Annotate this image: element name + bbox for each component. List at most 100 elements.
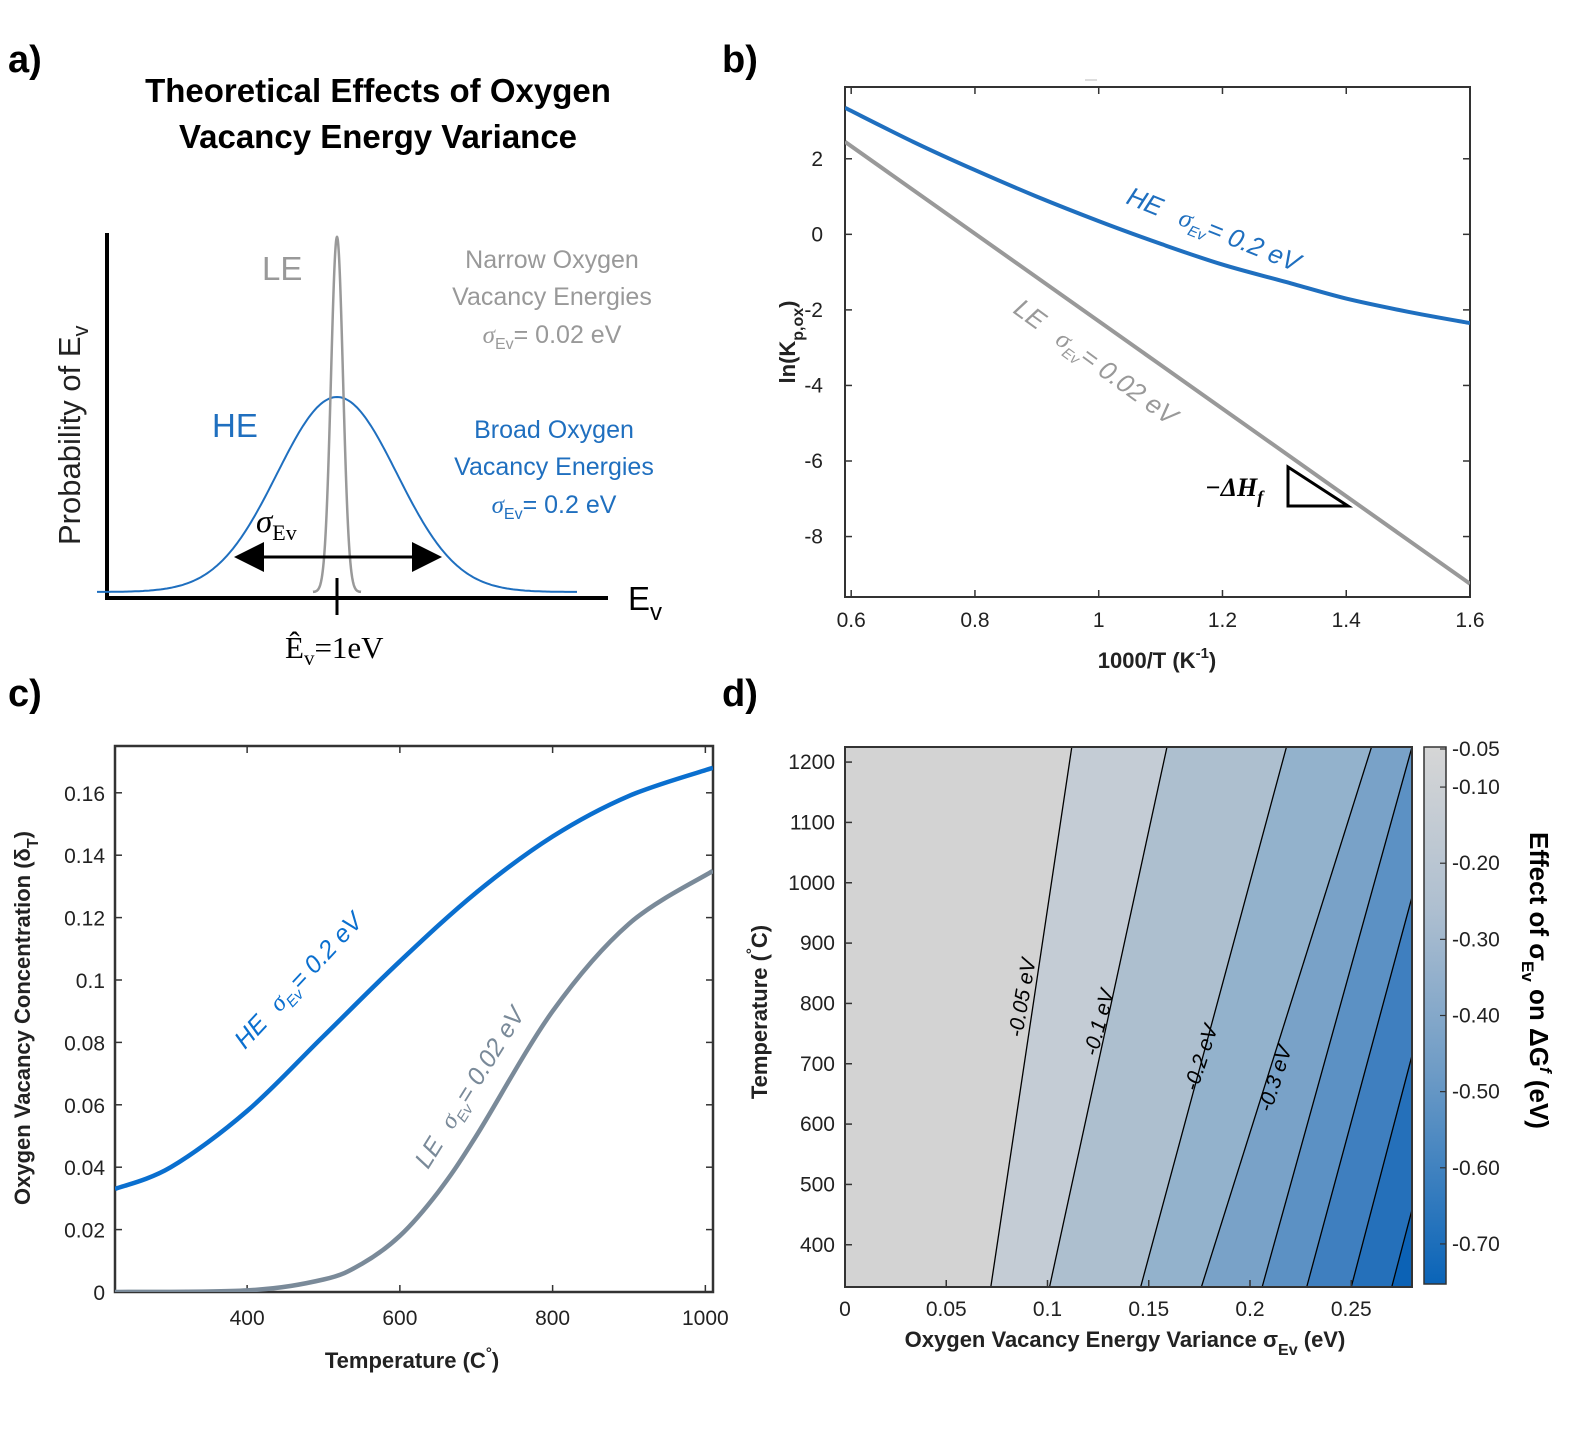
panel-c-xtick-label: 600 <box>382 1307 417 1330</box>
panel-d-colorbar-tick-label: -0.05 <box>1452 738 1500 761</box>
panel-b: b) 0.6 0.8 1 1.2 1.4 1.620-2-4-6-8 HE σEv= 0.2… <box>722 39 1485 673</box>
panel-c-plot-area <box>113 744 715 1294</box>
panel-c-ytick-label: 0 <box>93 1282 105 1305</box>
panel-b-he-line <box>845 106 1470 326</box>
panel-d-contour-line <box>1261 747 1412 1287</box>
panel-d-colorbar-tick-label: -0.30 <box>1452 928 1500 951</box>
panel-d-ylabel: Temperature (°C) <box>744 925 772 1099</box>
panel-b-dh-label: −ΔHf <box>1205 473 1265 507</box>
panel-c-ticks: 400 600 800 1000 0 0.02 0.04 0.06 0.08 0.1 0.12 0.1… <box>64 746 729 1330</box>
panel-c-ytick-label: 0.08 <box>64 1032 105 1055</box>
panel-d-colorbar-tick-label: -0.70 <box>1452 1233 1500 1256</box>
panel-d-ytick-label: 500 <box>800 1173 835 1196</box>
panel-d: d) 0 0.05 0.1 0.15 0.2 0.25 400 500 600 700 800 900… <box>722 673 1555 1359</box>
panel-a-le-curve <box>312 235 362 594</box>
panel-b-xtick-label: 0.8 <box>960 609 989 632</box>
panel-b-xlabel: 1000/T (K-1) <box>1098 645 1217 673</box>
panel-c-he-line <box>115 765 713 1192</box>
panel-c-xtick-label: 800 <box>535 1307 570 1330</box>
panel-b-ytick-label: -8 <box>804 526 823 549</box>
panel-c-xlabel: Temperature (C°) <box>325 1345 499 1373</box>
panel-a-ylabel: Probability of Ev <box>52 326 93 546</box>
panel-d-ytick-label: 600 <box>800 1113 835 1136</box>
panel-d-xtick-label: 0.15 <box>1128 1298 1169 1321</box>
panel-d-contour-line <box>1200 747 1373 1287</box>
panel-d-xlabel: Oxygen Vacancy Energy Variance σEv (eV) <box>905 1327 1346 1359</box>
panel-c-ytick-label: 0.06 <box>64 1095 105 1118</box>
panel-d-contour-line <box>1048 747 1168 1287</box>
panel-a-narrow-line1: Narrow Oxygen <box>465 246 639 274</box>
panel-a-narrow-sigma: σEv= 0.02 eV <box>483 321 622 353</box>
panel-d-contour-line <box>1306 894 1412 1287</box>
panel-c-le-line <box>115 868 713 1292</box>
panel-c-ytick-label: 0.16 <box>64 783 105 806</box>
panel-d-ytick-label: 1200 <box>788 751 835 774</box>
panel-b-ytick-label: 2 <box>811 148 823 171</box>
panel-b-ytick-label: -6 <box>804 450 823 473</box>
panel-b-plot-area <box>844 86 1471 598</box>
panel-d-contour-line <box>990 747 1073 1287</box>
panel-d-letter: d) <box>722 673 758 715</box>
panel-c-ytick-label: 0.14 <box>64 845 105 868</box>
panel-d-colorbar-tick-label: -0.60 <box>1452 1157 1500 1180</box>
panel-c-xtick-label: 1000 <box>682 1307 729 1330</box>
panel-d-ytick-label: 1100 <box>790 811 835 834</box>
panel-a-he-curve <box>97 395 577 593</box>
panel-b-ylabel: ln(Kp,ox) <box>775 301 807 384</box>
panel-c-ytick-label: 0.02 <box>64 1220 105 1243</box>
panel-a-title-line2: Vacancy Energy Variance <box>179 118 577 155</box>
panel-a-letter: a) <box>8 39 42 81</box>
panel-b-ytick-label: -4 <box>804 374 823 397</box>
panel-d-colorbar-tick-label: -0.50 <box>1452 1081 1500 1104</box>
panel-a-xlabel: Ev <box>628 580 662 626</box>
panel-b-ytick-label: -2 <box>804 299 823 322</box>
panel-c: c) 400 600 800 1000 0 0.02 0.04 0.06 0.08 0.1 0.12… <box>8 673 729 1373</box>
panel-b-slope-triangle <box>1286 464 1354 508</box>
panel-a-sigma-label: σEv <box>256 504 297 545</box>
panel-a-narrow-line2: Vacancy Energies <box>452 283 652 311</box>
panel-d-colorbar-tick-label: -0.40 <box>1452 1005 1500 1028</box>
panel-d-ytick-label: 400 <box>800 1234 835 1257</box>
panel-a-broad-sigma: σEv= 0.2 eV <box>492 491 617 523</box>
panel-d-ytick-label: 700 <box>800 1053 835 1076</box>
panel-a-title-line1: Theoretical Effects of Oxygen <box>145 72 611 109</box>
panel-c-ytick-label: 0.12 <box>64 908 105 931</box>
panel-c-ytick-label: 0.04 <box>64 1157 105 1180</box>
panel-d-ytick-label: 1000 <box>788 872 835 895</box>
panel-d-colorbar-title: Effect of σEv on ΔGf (eV) <box>1518 832 1555 1129</box>
panel-d-contour-bands <box>845 747 1412 1287</box>
panel-d-xtick-label: 0.25 <box>1331 1298 1372 1321</box>
panel-d-ticks: 0 0.05 0.1 0.15 0.2 0.25 400 500 600 700 800 900 100… <box>788 751 1371 1321</box>
panel-a-broad-line2: Vacancy Energies <box>454 453 654 481</box>
panel-d-contour-line <box>1350 1053 1412 1287</box>
panel-d-ytick-label: 900 <box>800 932 835 955</box>
panel-b-xtick-label: 1.6 <box>1455 609 1484 632</box>
panel-d-contour-line <box>1140 747 1288 1287</box>
panel-d-xtick-label: 0.05 <box>926 1298 967 1321</box>
panel-a-he-label: HE <box>212 407 258 444</box>
panel-c-xtick-label: 400 <box>230 1307 265 1330</box>
panel-d-contour-lines <box>990 747 1412 1287</box>
panel-b-xtick-label: 1.4 <box>1332 609 1362 632</box>
panel-b-xtick-label: 1 <box>1093 609 1105 632</box>
panel-a-broad-line1: Broad Oxygen <box>474 416 634 444</box>
panel-a: a) Theoretical Effects of Oxygen Vacancy… <box>8 39 662 670</box>
panel-c-ylabel: Oxygen Vacancy Concentration (δT) <box>10 831 42 1205</box>
panel-d-colorbar-tick-label: -0.20 <box>1452 852 1500 875</box>
panel-a-mean-label: Êv=1eV <box>285 630 384 670</box>
panel-d-colorbar-tick-label: -0.10 <box>1452 776 1500 799</box>
panel-d-plot-area <box>844 746 1413 1288</box>
panel-d-xtick-label: 0 <box>839 1298 851 1321</box>
panel-b-ticks: 0.6 0.8 1 1.2 1.4 1.6 2 0 -2 -4 -6 -8 <box>804 87 1485 632</box>
panel-b-xtick-label: 0.6 <box>837 609 866 632</box>
panel-c-ytick-label: 0.1 <box>76 970 105 993</box>
panel-b-ytick-label: 0 <box>811 223 823 246</box>
panel-d-xtick-label: 0.2 <box>1235 1298 1264 1321</box>
panel-b-le-line <box>845 140 1470 586</box>
panel-d-colorbar-ticks: -0.05 -0.10 -0.20 -0.30 -0.40 -0.50 -0.60 -0.70 <box>1440 738 1500 1256</box>
panel-d-ytick-label: 800 <box>800 992 835 1015</box>
panel-b-xtick-label: 1.2 <box>1208 609 1237 632</box>
panel-d-xtick-label: 0.1 <box>1033 1298 1062 1321</box>
